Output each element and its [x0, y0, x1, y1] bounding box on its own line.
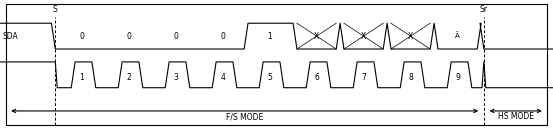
Text: SDA: SDA [3, 32, 18, 41]
Text: 7: 7 [361, 73, 366, 82]
Text: 0: 0 [79, 32, 84, 41]
Text: 0: 0 [173, 32, 178, 41]
Text: 4: 4 [220, 73, 225, 82]
Text: S: S [53, 5, 58, 14]
Text: 0: 0 [220, 32, 225, 41]
Text: HS MODE: HS MODE [498, 112, 534, 121]
Text: 9: 9 [455, 73, 460, 82]
Text: 3: 3 [173, 73, 178, 82]
Text: 8: 8 [408, 73, 413, 82]
Text: X: X [408, 32, 413, 41]
Text: X: X [361, 32, 366, 41]
Text: 6: 6 [314, 73, 319, 82]
Text: 0: 0 [126, 32, 131, 41]
Text: 5: 5 [267, 73, 272, 82]
Text: 1: 1 [267, 32, 272, 41]
Text: 1: 1 [79, 73, 84, 82]
Text: X: X [314, 32, 319, 41]
Text: Sr: Sr [480, 5, 488, 14]
Text: 2: 2 [126, 73, 131, 82]
Text: $\bar{\rm A}$: $\bar{\rm A}$ [454, 31, 461, 41]
Text: F/S MODE: F/S MODE [226, 112, 263, 121]
